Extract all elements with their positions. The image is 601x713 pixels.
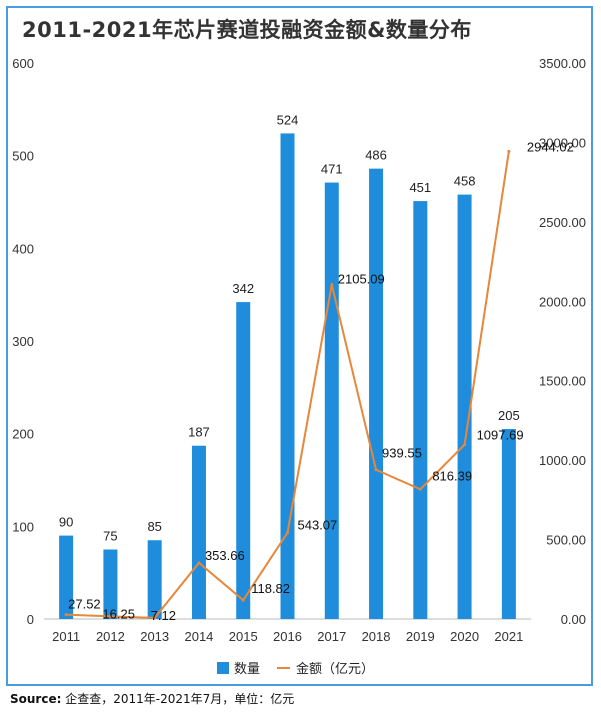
line-value-label: 816.39	[432, 468, 472, 483]
line-point	[418, 487, 422, 491]
y-right-tick-label: 1500.00	[539, 374, 586, 389]
x-tick-label: 2016	[273, 629, 302, 644]
line-point	[108, 614, 112, 618]
x-tick-label: 2011	[52, 629, 80, 644]
bar-value-label: 85	[147, 519, 161, 534]
line-value-label: 353.66	[205, 548, 245, 563]
bar-value-label: 458	[454, 174, 476, 189]
bar-value-label: 75	[103, 529, 117, 544]
bar-value-label: 524	[277, 112, 299, 127]
bar-value-label: 342	[232, 281, 254, 296]
line-point	[463, 443, 467, 447]
y-left-tick-label: 300	[12, 334, 34, 349]
y-right-tick-label: 0.00	[561, 612, 586, 627]
y-right-tick-label: 3500.00	[539, 56, 586, 71]
source-text: 企查查，2011年-2021年7月，单位：亿元	[65, 692, 295, 706]
bar	[236, 302, 251, 619]
x-tick-label: 2014	[184, 629, 213, 644]
bar	[457, 194, 472, 619]
x-tick-label: 2021	[494, 629, 523, 644]
line-point	[153, 616, 157, 620]
x-tick-label: 2012	[96, 629, 125, 644]
line-point	[241, 598, 245, 602]
bar	[413, 201, 428, 619]
y-right-tick-label: 2000.00	[539, 294, 586, 309]
line-value-label: 118.82	[251, 581, 290, 596]
bar-value-label: 90	[59, 515, 73, 530]
line-point	[197, 561, 201, 565]
bar	[501, 429, 516, 619]
x-tick-label: 2017	[317, 629, 346, 644]
bar	[103, 549, 118, 619]
bar-value-label: 486	[365, 148, 387, 163]
bar	[59, 535, 74, 619]
legend-line-label: 金额（亿元）	[296, 661, 374, 677]
bar	[369, 168, 384, 619]
chart-title: 2011-2021年芯片赛道投融资金额&数量分布	[22, 18, 472, 42]
line-value-label: 543.07	[298, 518, 338, 533]
legend-bar-label: 数量	[234, 662, 260, 677]
x-tick-label: 2013	[140, 629, 169, 644]
bar	[147, 540, 162, 619]
line-value-label: 7.12	[151, 608, 176, 623]
line-value-label: 2944.02	[527, 139, 574, 154]
y-right-tick-label: 500.00	[546, 533, 586, 548]
x-tick-label: 2018	[362, 629, 391, 644]
line-value-label: 2105.09	[338, 272, 385, 287]
source-note: Source: 企查查，2011年-2021年7月，单位：亿元	[10, 690, 294, 707]
y-left-tick-label: 0	[27, 612, 34, 627]
line-value-label: 939.55	[382, 446, 422, 461]
bar-value-label: 451	[409, 180, 431, 195]
y-right-tick-label: 1000.00	[539, 453, 586, 468]
bar	[324, 182, 339, 620]
legend-bar-swatch	[217, 662, 229, 674]
y-right-tick-label: 3000.00	[539, 135, 586, 150]
x-tick-label: 2020	[450, 629, 479, 644]
bar	[280, 133, 295, 619]
bar-value-label: 471	[321, 162, 343, 177]
y-right-tick-label: 2500.00	[539, 215, 586, 230]
line-value-label: 27.52	[68, 597, 101, 612]
y-left-tick-label: 100	[12, 519, 34, 534]
bar-value-label: 187	[188, 425, 210, 440]
y-left-tick-label: 400	[12, 241, 34, 256]
line-value-label: 16.25	[102, 606, 135, 621]
bar	[191, 445, 206, 619]
chart-frame	[6, 6, 593, 686]
line-point	[507, 149, 511, 153]
x-tick-label: 2019	[406, 629, 435, 644]
line-value-label: 1097.69	[477, 428, 524, 443]
y-left-tick-label: 600	[12, 56, 34, 71]
line-point	[374, 468, 378, 472]
y-left-tick-label: 500	[12, 149, 34, 164]
line-point	[64, 613, 68, 617]
y-left-tick-label: 200	[12, 427, 34, 442]
bar-value-label: 205	[498, 408, 520, 423]
line-point	[330, 283, 334, 287]
source-label: Source:	[10, 692, 62, 706]
line-point	[286, 531, 289, 535]
x-tick-label: 2015	[229, 629, 258, 644]
